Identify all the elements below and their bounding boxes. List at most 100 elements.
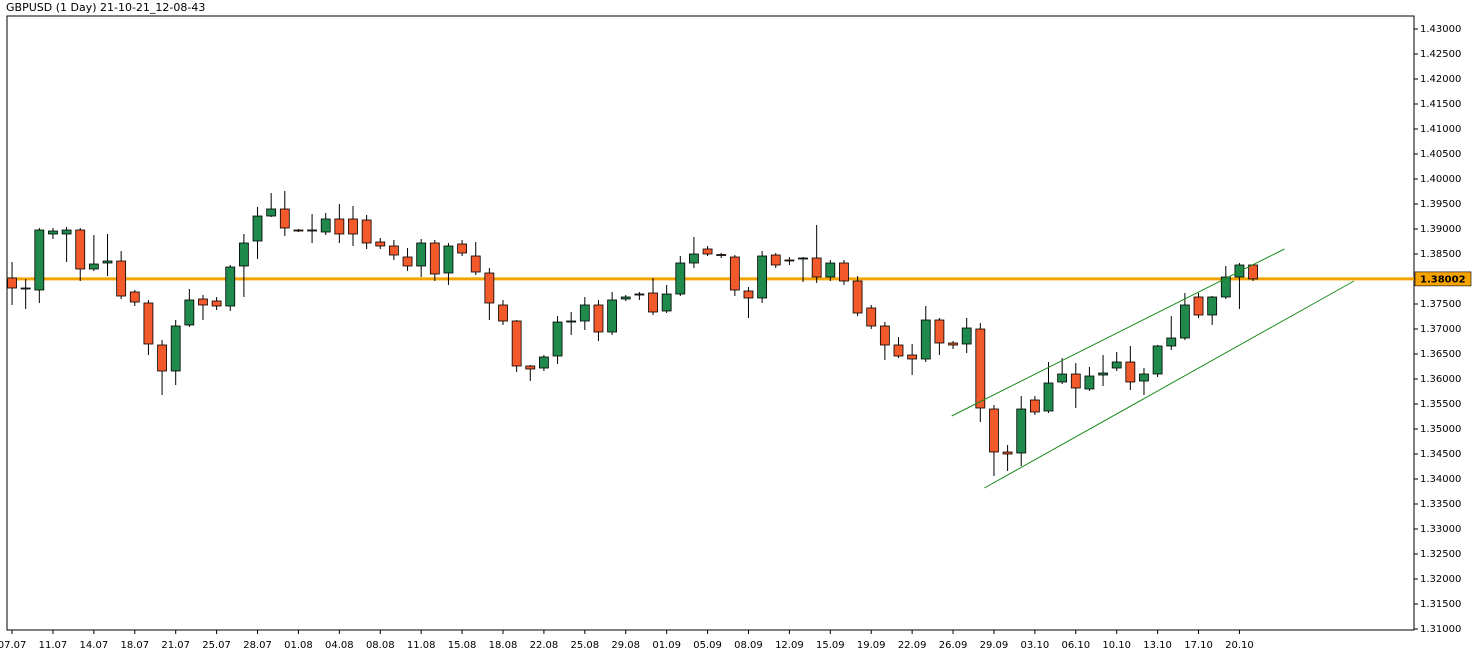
- x-tick-label: 29.08: [611, 640, 640, 651]
- candle-body: [907, 354, 918, 360]
- y-tick-label: 1.38500: [1420, 249, 1461, 260]
- y-tick-label: 1.39000: [1420, 224, 1461, 235]
- x-tick-label: 01.09: [652, 640, 681, 651]
- candle-body: [1057, 373, 1068, 383]
- candle-body: [7, 277, 17, 289]
- candle-body: [1002, 451, 1013, 455]
- trendline: [951, 248, 1285, 417]
- y-tick-label: 1.37500: [1420, 299, 1461, 310]
- candle-body: [484, 272, 495, 304]
- x-tick-label: 25.08: [571, 640, 600, 651]
- candle-body: [607, 299, 618, 333]
- candle-body: [361, 219, 372, 244]
- x-tick-label: 06.10: [1061, 640, 1090, 651]
- candle-body: [661, 293, 672, 312]
- x-tick-label: 22.09: [898, 640, 927, 651]
- candle-body: [498, 304, 508, 322]
- candle-body: [620, 296, 631, 300]
- y-tick-label: 1.43000: [1420, 24, 1461, 35]
- candle-body: [675, 262, 686, 295]
- candle-body: [961, 327, 972, 345]
- candle-body: [1248, 264, 1258, 280]
- x-tick-label: 15.08: [448, 640, 477, 651]
- x-tick-label: 08.09: [734, 640, 763, 651]
- candle-body: [184, 299, 195, 326]
- x-tick-label: 25.07: [202, 640, 231, 651]
- candle-body: [48, 230, 58, 235]
- candle-body: [1139, 373, 1149, 382]
- candle-body: [211, 300, 222, 307]
- chart-title: GBPUSD (1 Day) 21-10-21_12-08-43: [6, 1, 205, 14]
- candle-body: [402, 256, 413, 267]
- candle-body: [1043, 382, 1054, 412]
- x-tick-label: 19.09: [857, 640, 886, 651]
- y-tick-label: 1.42000: [1420, 74, 1461, 85]
- x-tick-label: 10.10: [1102, 640, 1131, 651]
- candle-body: [198, 298, 208, 306]
- x-tick-label: 21.07: [161, 640, 190, 651]
- candle-body: [1207, 296, 1218, 316]
- candle-body: [75, 229, 86, 270]
- y-tick-label: 1.35000: [1420, 424, 1461, 435]
- y-tick-label: 1.36500: [1420, 349, 1461, 360]
- candle-body: [784, 259, 795, 262]
- candle-body: [716, 254, 727, 256]
- candle-body: [729, 256, 740, 291]
- y-tick-label: 1.41000: [1420, 124, 1461, 135]
- y-tick-label: 1.33000: [1420, 524, 1461, 535]
- y-tick-label: 1.34000: [1420, 474, 1461, 485]
- candle-body: [920, 319, 931, 360]
- candle-body: [61, 229, 72, 235]
- candle-body: [34, 229, 45, 291]
- candle-body: [989, 408, 999, 453]
- candle-body: [389, 245, 399, 256]
- candle-body: [702, 248, 713, 255]
- candle-body: [293, 229, 304, 232]
- candle-body: [1111, 361, 1122, 369]
- candle-body: [320, 218, 331, 233]
- candle-body: [579, 304, 590, 322]
- candle-body: [1098, 372, 1108, 376]
- candle-body: [593, 304, 604, 333]
- candle-body: [334, 218, 345, 235]
- y-tick-label: 1.35500: [1420, 399, 1461, 410]
- x-tick-label: 03.10: [1021, 640, 1050, 651]
- candle-body: [811, 257, 822, 278]
- candle-body: [457, 243, 467, 254]
- price-tag-label: 1.38002: [1420, 274, 1466, 285]
- candle-body: [975, 328, 986, 409]
- candle-body: [157, 344, 167, 372]
- x-tick-label: 01.08: [284, 640, 313, 651]
- y-tick-label: 1.36000: [1420, 374, 1461, 385]
- y-tick-label: 1.34500: [1420, 449, 1461, 460]
- candle-body: [470, 255, 481, 273]
- x-tick-label: 22.08: [530, 640, 559, 651]
- candle-body: [225, 266, 236, 307]
- x-tick-label: 13.10: [1143, 640, 1172, 651]
- y-tick-label: 1.33500: [1420, 499, 1461, 510]
- candle-body: [648, 292, 658, 313]
- x-tick-label: 18.08: [489, 640, 518, 651]
- x-tick-label: 11.08: [407, 640, 436, 651]
- x-tick-label: 07.07: [0, 640, 26, 651]
- candle-body: [634, 293, 645, 296]
- candle-body: [934, 319, 945, 344]
- y-tick-label: 1.40500: [1420, 149, 1461, 160]
- x-tick-label: 14.07: [80, 640, 109, 651]
- x-tick-label: 12.09: [775, 640, 804, 651]
- y-tick-label: 1.32500: [1420, 549, 1461, 560]
- candle-body: [525, 365, 536, 370]
- y-tick-label: 1.31500: [1420, 599, 1461, 610]
- y-tick-label: 1.40000: [1420, 174, 1461, 185]
- candle-body: [839, 262, 849, 282]
- candle-body: [879, 325, 890, 346]
- candle-body: [170, 325, 181, 372]
- y-tick-label: 1.37000: [1420, 324, 1461, 335]
- candle-body: [1166, 337, 1177, 347]
- y-tick-label: 1.32000: [1420, 574, 1461, 585]
- candle-body: [279, 208, 290, 229]
- candle-body: [552, 321, 563, 357]
- x-tick-label: 08.08: [366, 640, 395, 651]
- candle-body: [1193, 296, 1204, 316]
